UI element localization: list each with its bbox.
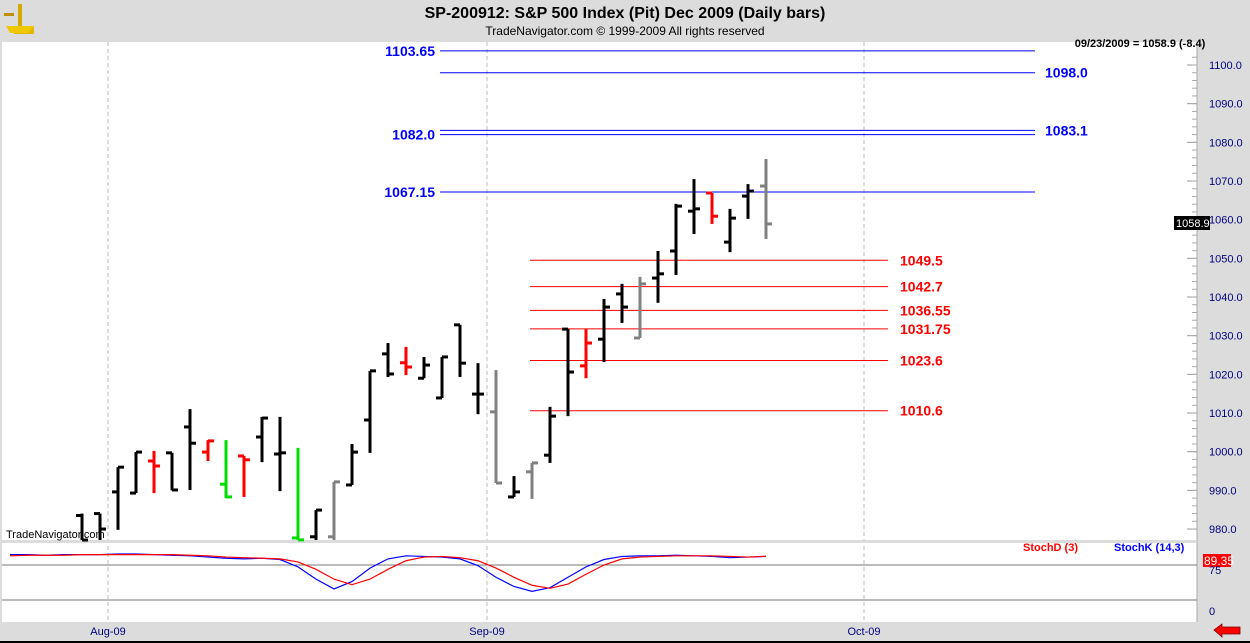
price-tick-label: 1060.0 bbox=[1209, 215, 1243, 227]
ohlc-bar bbox=[526, 461, 538, 499]
price-readout: 09/23/2009 = 1058.9 (-8.4) bbox=[1075, 38, 1206, 50]
price-tick-label: 1010.0 bbox=[1209, 408, 1243, 420]
ohlc-bar bbox=[130, 450, 142, 495]
ohlc-bar bbox=[76, 513, 88, 542]
date-label: Sep-09 bbox=[469, 626, 504, 638]
red-level-label: 1042.7 bbox=[900, 279, 943, 295]
stoch-axis-75: 75 bbox=[1209, 565, 1221, 577]
ohlc-bar bbox=[508, 476, 520, 499]
price-tick-label: 1080.0 bbox=[1209, 137, 1243, 149]
ohlc-bar bbox=[256, 416, 268, 463]
red-level-label: 1031.75 bbox=[900, 321, 951, 337]
ohlc-bar bbox=[238, 454, 250, 497]
copyright: TradeNavigator.com © 1999-2009 All right… bbox=[485, 24, 764, 38]
scroll-left-arrow-icon[interactable] bbox=[1213, 623, 1241, 638]
price-tick-label: 1040.0 bbox=[1209, 292, 1243, 304]
ohlc-bar bbox=[166, 451, 178, 492]
red-level-label: 1010.6 bbox=[900, 403, 943, 419]
price-tick-label: 1100.0 bbox=[1209, 60, 1242, 72]
ohlc-bar bbox=[616, 283, 628, 323]
ohlc-bar bbox=[706, 191, 718, 224]
price-tick-label: 1050.0 bbox=[1209, 253, 1243, 265]
red-level-label: 1036.55 bbox=[900, 302, 951, 318]
red-level-label: 1023.6 bbox=[900, 352, 943, 368]
price-tick-label: 1030.0 bbox=[1209, 331, 1243, 343]
ohlc-bar bbox=[472, 363, 484, 415]
ohlc-bar bbox=[364, 369, 376, 453]
blue-level-label: 1082.0 bbox=[392, 127, 435, 143]
price-panel[interactable] bbox=[2, 42, 1197, 540]
stoch-last-marker bbox=[1203, 554, 1231, 567]
ohlc-bar bbox=[688, 179, 700, 234]
ohlc-bar bbox=[490, 370, 502, 485]
price-tick-label: 1020.0 bbox=[1209, 369, 1243, 381]
ohlc-bar bbox=[742, 184, 754, 219]
ohlc-bar bbox=[112, 465, 124, 530]
price-tick-label: 990.0 bbox=[1209, 485, 1237, 497]
ohlc-bar bbox=[760, 158, 772, 240]
ohlc-bar bbox=[310, 508, 322, 540]
ohlc-bar bbox=[562, 327, 574, 417]
chart-title: SP-200912: S&P 500 Index (Pit) Dec 2009 … bbox=[425, 5, 826, 22]
price-axis[interactable] bbox=[1197, 42, 1250, 622]
ohlc-bar bbox=[544, 406, 556, 463]
ohlc-bar bbox=[274, 416, 286, 492]
ohlc-bar bbox=[436, 355, 448, 400]
ohlc-bar bbox=[148, 450, 160, 494]
stoch-d-legend: StochD (3) bbox=[1023, 542, 1078, 554]
ohlc-bar bbox=[652, 251, 664, 303]
date-label: Aug-09 bbox=[90, 626, 125, 638]
panel-divider bbox=[0, 540, 1197, 543]
stoch-axis-0: 0 bbox=[1209, 606, 1215, 618]
blue-level-label: 1083.1 bbox=[1045, 122, 1088, 138]
ohlc-bar bbox=[346, 443, 358, 487]
stoch-d-line bbox=[9, 554, 767, 589]
ohlc-bar bbox=[328, 480, 340, 540]
ohlc-bar bbox=[400, 346, 412, 376]
price-tick-label: 980.0 bbox=[1209, 524, 1237, 536]
ohlc-bar bbox=[634, 276, 646, 340]
price-tick-label: 1090.0 bbox=[1209, 99, 1243, 111]
ohlc-bar bbox=[418, 356, 430, 380]
ohlc-bar bbox=[292, 447, 304, 542]
blue-level-label: 1103.65 bbox=[385, 43, 435, 59]
stoch-k-line bbox=[10, 553, 767, 593]
stoch-k-legend: StochK (14,3) bbox=[1114, 542, 1185, 554]
date-label: Oct-09 bbox=[847, 626, 880, 638]
price-tick-label: 1000.0 bbox=[1209, 447, 1243, 459]
ohlc-bar bbox=[670, 203, 682, 275]
sextant-icon bbox=[4, 4, 34, 34]
ohlc-bar bbox=[202, 439, 214, 461]
ohlc-bar bbox=[580, 329, 592, 379]
last-price-label: 1058.9 bbox=[1176, 218, 1210, 230]
price-tick-label: 1070.0 bbox=[1209, 176, 1243, 188]
blue-level-label: 1098.0 bbox=[1045, 65, 1088, 81]
red-level-label: 1049.5 bbox=[900, 252, 943, 268]
watermark: TradeNavigator.com bbox=[6, 529, 105, 541]
ohlc-bar bbox=[724, 208, 736, 253]
ohlc-bar bbox=[94, 512, 106, 540]
ohlc-bar bbox=[454, 323, 466, 378]
stoch-last-value: 89.35 bbox=[1204, 554, 1234, 568]
blue-level-label: 1067.15 bbox=[384, 184, 435, 200]
ohlc-bar bbox=[382, 343, 394, 378]
ohlc-bar bbox=[184, 409, 196, 490]
ohlc-bar bbox=[220, 440, 232, 499]
ohlc-bar bbox=[598, 298, 610, 362]
last-price-marker bbox=[1174, 216, 1210, 230]
